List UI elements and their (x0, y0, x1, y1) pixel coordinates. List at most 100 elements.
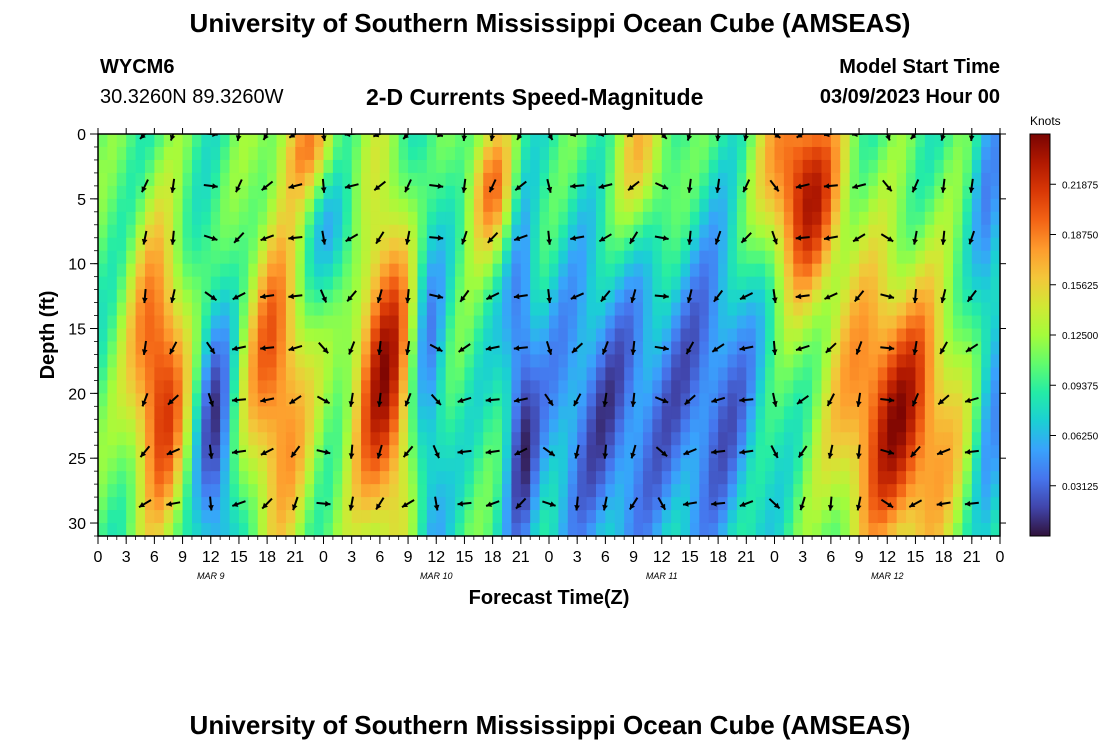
heatmap-cell (248, 445, 259, 459)
heatmap-cell (370, 484, 381, 498)
heatmap-cell (718, 484, 729, 498)
heatmap-cell (220, 250, 231, 265)
heatmap-cell (201, 198, 212, 213)
heatmap-cell (530, 172, 541, 187)
heatmap-cell (191, 458, 202, 472)
heatmap-cell (943, 484, 954, 498)
heatmap-cell (144, 276, 155, 291)
heatmap-cell (896, 497, 907, 511)
current-vector (686, 230, 693, 245)
current-vector (430, 393, 442, 406)
heatmap-cell (661, 185, 672, 200)
heatmap-cell (210, 471, 221, 485)
heatmap-cell (285, 198, 296, 213)
heatmap-cell (173, 289, 184, 304)
heatmap-cell (699, 419, 710, 433)
heatmap-cell (445, 458, 456, 472)
heatmap-cell (671, 458, 682, 472)
heatmap-cell (445, 185, 456, 200)
heatmap-cell (238, 224, 249, 239)
current-vector (571, 342, 584, 354)
current-vector (142, 289, 148, 304)
heatmap-cell (436, 458, 447, 472)
heatmap-cell (539, 263, 550, 278)
heatmap-cell (943, 289, 954, 304)
heatmap-cell (135, 354, 146, 369)
heatmap-cell (379, 328, 390, 343)
current-vector (965, 343, 979, 353)
colorbar-tick-label: 0.12500 (1062, 331, 1099, 342)
heatmap-cell (163, 224, 174, 239)
heatmap-cell (483, 302, 494, 317)
heatmap-cell (671, 185, 682, 200)
heatmap-cell (126, 471, 137, 485)
heatmap-cell (990, 237, 1000, 252)
heatmap-cell (614, 380, 625, 394)
heatmap-cell (229, 328, 240, 343)
heatmap-cell (783, 289, 794, 304)
x-tick-label: 18 (484, 549, 502, 566)
heatmap-cell (727, 198, 738, 213)
heatmap-cell (361, 289, 372, 304)
date-label: MAR 10 (420, 571, 453, 581)
heatmap-cell (173, 354, 184, 369)
heatmap-cell (379, 146, 390, 161)
heatmap-cell (802, 471, 813, 485)
heatmap-cell (812, 289, 823, 304)
heatmap-cell (332, 419, 343, 433)
current-vector (570, 235, 585, 241)
heatmap-cell (238, 289, 249, 304)
heatmap-cell (718, 458, 729, 472)
heatmap-cell (483, 432, 494, 446)
heatmap-cell (98, 250, 108, 265)
heatmap-cell (736, 159, 747, 174)
heatmap-cell (483, 185, 494, 200)
heatmap-cell (614, 159, 625, 174)
heatmap-cell (455, 263, 466, 278)
heatmap-cell (736, 406, 747, 420)
current-vector (771, 340, 778, 355)
heatmap-cell (342, 380, 353, 394)
current-vector (629, 231, 639, 245)
heatmap-cell (248, 250, 259, 265)
heatmap-cell (182, 354, 193, 369)
y-axis-label: Depth (ft) (37, 291, 59, 380)
heatmap-cell (398, 198, 409, 213)
heatmap-cell (520, 237, 531, 252)
heatmap-cell (323, 406, 334, 420)
heatmap-cell (267, 134, 278, 148)
heatmap-cell (163, 172, 174, 187)
current-vector (598, 233, 612, 243)
heatmap-cell (492, 250, 503, 265)
heatmap-cell (605, 276, 616, 291)
heatmap-cell (436, 250, 447, 265)
heatmap-cell (906, 134, 917, 148)
heatmap-cell (389, 198, 400, 213)
heatmap-cell (953, 172, 964, 187)
heatmap-cell (943, 328, 954, 343)
heatmap-cell (267, 263, 278, 278)
heatmap-cell (492, 185, 503, 200)
heatmap-cell (633, 250, 644, 265)
heatmap-cell (314, 432, 325, 446)
heatmap-cell (821, 250, 832, 265)
heatmap-cell (699, 393, 710, 407)
heatmap-cell (502, 354, 513, 369)
heatmap-cell (774, 380, 785, 394)
heatmap-cell (577, 497, 588, 511)
heatmap-cell (774, 224, 785, 239)
current-vector (795, 183, 810, 190)
heatmap-cell (577, 250, 588, 265)
heatmap-cell (633, 419, 644, 433)
heatmap-cell (971, 328, 982, 343)
heatmap-cell (774, 510, 785, 524)
heatmap-cell (624, 315, 635, 330)
heatmap-cell (830, 497, 841, 511)
heatmap-cell (126, 328, 137, 343)
heatmap-cell (257, 159, 268, 174)
heatmap-cell (210, 211, 221, 226)
heatmap-cell (727, 471, 738, 485)
heatmap-cell (783, 445, 794, 459)
heatmap-cell (173, 419, 184, 433)
heatmap-cell (332, 523, 343, 536)
